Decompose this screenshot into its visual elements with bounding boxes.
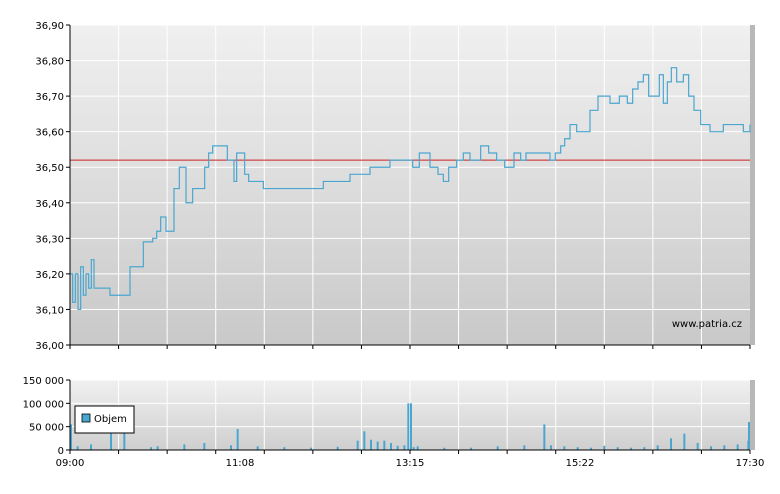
volume-bar	[123, 422, 126, 450]
volume-bar	[683, 433, 686, 450]
price-y-tick-label: 36,00	[35, 341, 64, 352]
watermark: www.patria.cz	[672, 319, 742, 330]
volume-bars	[70, 403, 750, 450]
price-y-tick-label: 36,10	[35, 305, 64, 316]
volume-bar	[523, 445, 526, 450]
legend-label: Objem	[94, 414, 127, 425]
volume-y-tick-label: 50 000	[29, 423, 64, 434]
price-plot-right-shade	[750, 25, 755, 345]
volume-bar	[710, 446, 712, 450]
volume-bar	[283, 447, 286, 450]
price-y-tick-labels: 36,00 36,10 36,20 36,30 36,40 36,50 36,60 36,70…	[35, 21, 70, 352]
volume-bar	[603, 445, 606, 450]
volume-bar	[70, 424, 72, 450]
volume-bar	[630, 447, 632, 450]
price-y-tick-label: 36,80	[35, 57, 64, 68]
volume-bar	[336, 446, 339, 450]
x-tick-label: 15:22	[566, 458, 595, 469]
volume-bar	[403, 445, 406, 450]
volume-bar	[183, 444, 186, 450]
volume-bar	[110, 431, 112, 450]
volume-plot-right-shade	[750, 380, 755, 450]
price-y-tick-label: 36,90	[35, 21, 64, 32]
volume-bar	[496, 446, 499, 450]
volume-bar	[230, 445, 232, 450]
volume-bar	[563, 446, 566, 450]
volume-bar	[396, 445, 399, 450]
x-tick-label: 09:00	[56, 458, 85, 469]
volume-y-tick-label: 0	[58, 446, 64, 457]
volume-bar	[363, 431, 366, 450]
volume-bar	[156, 446, 159, 450]
price-y-tick-label: 36,30	[35, 234, 64, 245]
volume-bar	[256, 446, 259, 450]
volume-bar	[356, 440, 359, 450]
x-tick-label: 13:15	[396, 458, 425, 469]
price-y-tick-label: 36,70	[35, 92, 64, 103]
price-series-line	[70, 67, 751, 311]
volume-y-tick-label: 150 000	[23, 376, 64, 387]
volume-bar	[723, 445, 726, 450]
price-y-tick-label: 36,60	[35, 128, 64, 139]
volume-bar	[310, 447, 312, 450]
volume-bar	[736, 444, 739, 450]
volume-bar	[670, 438, 672, 450]
volume-bar	[410, 403, 412, 450]
volume-bar	[590, 447, 592, 450]
volume-bar	[616, 447, 619, 450]
volume-bar	[203, 443, 206, 450]
volume-legend: Objem	[74, 405, 135, 434]
volume-bar	[748, 422, 750, 450]
volume-bar	[696, 443, 699, 450]
volume-bar	[576, 447, 579, 450]
volume-bar	[470, 447, 472, 450]
x-tick-label: 11:08	[226, 458, 255, 469]
volume-bar	[543, 424, 546, 450]
price-grid	[70, 24, 750, 345]
volume-bar	[376, 441, 379, 450]
volume-bar	[90, 444, 92, 450]
price-y-tick-label: 36,50	[35, 163, 64, 174]
volume-bar	[383, 440, 386, 450]
volume-y-tick-labels: 0 50 000 100 000 150 000	[23, 376, 70, 457]
volume-bar	[416, 446, 419, 450]
price-y-tick-label: 36,20	[35, 270, 64, 281]
volume-bar	[407, 403, 410, 450]
volume-bar	[390, 443, 392, 450]
volume-bar	[412, 447, 415, 450]
x-tick-label: 17:30	[736, 458, 765, 469]
legend-swatch	[81, 413, 91, 423]
price-x-ticks	[69, 345, 751, 349]
volume-bar	[150, 447, 152, 450]
price-y-tick-label: 36,40	[35, 199, 64, 210]
volume-x-ticks	[69, 450, 751, 454]
volume-bar	[550, 445, 552, 450]
volume-bar	[76, 446, 79, 450]
volume-bar	[236, 429, 239, 450]
volume-bar	[370, 439, 372, 450]
volume-bar	[656, 445, 659, 450]
volume-bar	[643, 447, 646, 450]
volume-y-tick-label: 100 000	[23, 399, 64, 410]
x-axis-tick-labels: 09:00 11:08 13:15 15:22 17:30	[56, 458, 765, 469]
volume-bar	[443, 447, 446, 450]
